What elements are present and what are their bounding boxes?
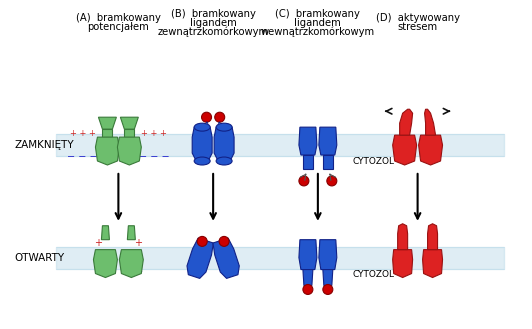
Bar [55, 134, 504, 156]
Text: (A)  bramkowany: (A) bramkowany [76, 13, 161, 23]
Text: stresem: stresem [397, 22, 438, 32]
Polygon shape [299, 240, 317, 269]
Bar [103, 129, 112, 137]
Ellipse shape [194, 123, 210, 131]
Polygon shape [422, 250, 443, 278]
Polygon shape [303, 269, 313, 286]
Polygon shape [192, 127, 212, 161]
Text: potencjałem: potencjałem [87, 22, 149, 32]
Polygon shape [303, 155, 313, 169]
Text: ligandem: ligandem [190, 18, 237, 28]
Text: (D)  aktywowany: (D) aktywowany [376, 13, 460, 23]
Circle shape [323, 285, 333, 294]
Polygon shape [95, 137, 119, 165]
Polygon shape [299, 127, 317, 155]
Polygon shape [400, 109, 413, 135]
Polygon shape [98, 117, 117, 129]
Polygon shape [419, 135, 443, 165]
Polygon shape [319, 240, 337, 269]
Polygon shape [120, 117, 138, 129]
Circle shape [299, 176, 309, 186]
Polygon shape [118, 137, 142, 165]
Polygon shape [323, 155, 333, 169]
Circle shape [303, 285, 313, 294]
Circle shape [197, 237, 207, 246]
Ellipse shape [216, 157, 232, 165]
Bar [124, 129, 135, 137]
Ellipse shape [194, 157, 210, 165]
Polygon shape [428, 224, 437, 250]
Polygon shape [214, 127, 234, 161]
Polygon shape [127, 226, 135, 240]
Polygon shape [425, 109, 436, 135]
Polygon shape [397, 224, 408, 250]
Circle shape [219, 237, 229, 246]
Polygon shape [102, 226, 110, 240]
Polygon shape [119, 250, 143, 278]
Polygon shape [393, 250, 413, 278]
Text: (B)  bramkowany: (B) bramkowany [171, 9, 255, 19]
Text: − − −: − − − [139, 152, 170, 162]
Circle shape [327, 176, 337, 186]
Ellipse shape [216, 123, 232, 131]
Text: OTWARTY: OTWARTY [15, 253, 65, 263]
Text: zewnątrzkomórkowym: zewnątrzkomórkowym [157, 27, 269, 37]
Polygon shape [323, 269, 333, 286]
Polygon shape [94, 250, 118, 278]
Polygon shape [393, 135, 417, 165]
Circle shape [215, 112, 225, 122]
Text: +: + [135, 238, 143, 248]
Text: −: − [94, 266, 103, 277]
Polygon shape [213, 238, 239, 278]
Polygon shape [187, 238, 213, 278]
Text: CYTOZOL: CYTOZOL [353, 269, 395, 279]
Bar [55, 247, 504, 268]
Text: ZAMKNIĘTY: ZAMKNIĘTY [15, 140, 74, 150]
Text: − − −: − − − [67, 152, 98, 162]
Text: wewnątrzkomórkowym: wewnątrzkomórkowym [261, 27, 375, 37]
Text: +: + [95, 238, 103, 248]
Polygon shape [319, 127, 337, 155]
Text: −: − [134, 266, 143, 277]
Circle shape [202, 112, 212, 122]
Text: CYTOZOL: CYTOZOL [353, 157, 395, 166]
Text: ligandem: ligandem [295, 18, 341, 28]
Text: (C)  bramkowany: (C) bramkowany [276, 9, 360, 19]
Text: + + +: + + + [142, 129, 167, 138]
Text: + + +: + + + [70, 129, 95, 138]
